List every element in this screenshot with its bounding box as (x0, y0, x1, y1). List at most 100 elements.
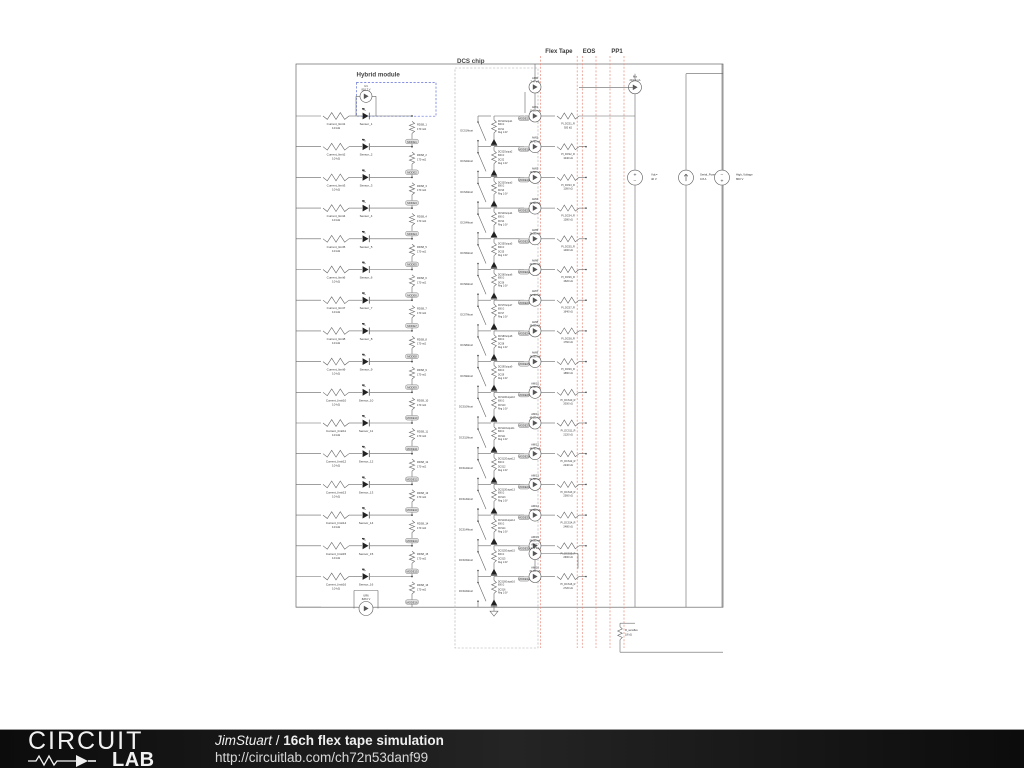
svg-text:170 mΩ: 170 mΩ (417, 495, 426, 499)
svg-text:10 kΩ: 10 kΩ (332, 187, 341, 191)
svg-text:PI_DCS16_R: PI_DCS16_R (560, 583, 575, 586)
svg-text:DCS6Output6: DCS6Output6 (498, 273, 513, 276)
svg-text:2240 kΩ: 2240 kΩ (563, 464, 573, 467)
svg-text:RDS8_16: RDS8_16 (417, 583, 429, 587)
svg-text:Reg 1.0V: Reg 1.0V (498, 163, 508, 165)
svg-text:DCS14Output14: DCS14Output14 (498, 519, 516, 522)
svg-text:DCS15Abort: DCS15Abort (459, 559, 473, 562)
svg-text:Reg 1.0V: Reg 1.0V (498, 409, 508, 411)
svg-text:DCS10Output10: DCS10Output10 (498, 396, 516, 399)
svg-text:RDS8_6: RDS8_6 (417, 276, 427, 280)
svg-text:+: + (721, 179, 724, 185)
svg-text:AMI15: AMI15 (531, 535, 539, 539)
svg-text:Sensor_8: Sensor_8 (360, 337, 373, 341)
svg-text:800 Ω: 800 Ω (498, 585, 504, 587)
svg-text:Reg 1.0V: Reg 1.0V (498, 316, 508, 318)
svg-text:35.60 mA: 35.60 mA (530, 325, 541, 328)
svg-text:800 Ω: 800 Ω (498, 462, 504, 464)
svg-text:Sensor_6: Sensor_6 (360, 276, 373, 280)
svg-text:170 mΩ: 170 mΩ (417, 342, 426, 346)
svg-text:R_sensflex: R_sensflex (625, 628, 639, 632)
svg-text:170 mΩ: 170 mΩ (417, 311, 426, 315)
svg-text:Reg 1.0V: Reg 1.0V (498, 347, 508, 349)
svg-text:DCS13Output13: DCS13Output13 (498, 488, 516, 491)
svg-text:DCS1: DCS1 (498, 129, 505, 131)
svg-text:RDS8_5: RDS8_5 (417, 245, 427, 249)
svg-text:Reg 1.0V: Reg 1.0V (498, 378, 508, 380)
svg-text:AMI5: AMI5 (532, 228, 539, 232)
svg-text:DCS11Abort: DCS11Abort (459, 436, 473, 439)
svg-text:MODE5: MODE5 (407, 263, 417, 267)
svg-text:MODE9: MODE9 (407, 385, 417, 389)
svg-text:19.60 mA: 19.60 mA (530, 171, 541, 174)
svg-text:AMI12: AMI12 (531, 443, 539, 447)
svg-text:MODE12: MODE12 (406, 478, 418, 482)
svg-text:170 mΩ: 170 mΩ (417, 372, 426, 376)
svg-text:MODE32: MODE32 (518, 577, 530, 581)
svg-text:800 Ω: 800 Ω (498, 186, 504, 188)
svg-text:PI_DCS6_R: PI_DCS6_R (561, 276, 575, 279)
svg-text:DCS8: DCS8 (498, 344, 505, 346)
svg-text:61.20 mA: 61.20 mA (530, 570, 541, 573)
svg-text:DCS1Abort: DCS1Abort (460, 129, 473, 132)
svg-text:Sensor_7: Sensor_7 (360, 306, 373, 310)
svg-text:DCS6Abort: DCS6Abort (460, 283, 473, 286)
svg-text:DCS9Output9: DCS9Output9 (498, 366, 513, 369)
svg-text:Flex Tape: Flex Tape (545, 49, 573, 55)
svg-text:DCS16Output16: DCS16Output16 (498, 580, 516, 583)
svg-text:DCS3Output3: DCS3Output3 (498, 181, 513, 184)
svg-text:MODE13: MODE13 (406, 508, 418, 512)
svg-text:MODE19: MODE19 (518, 178, 530, 182)
svg-text:26.00 mA: 26.00 mA (530, 233, 541, 236)
svg-text:MODE22: MODE22 (518, 270, 530, 274)
svg-text:U1: U1 (364, 84, 368, 88)
svg-text:Sensor_16: Sensor_16 (359, 583, 374, 587)
svg-text:Reg 1.0V: Reg 1.0V (498, 562, 508, 564)
svg-text:DCS11: DCS11 (498, 436, 506, 438)
svg-text:AMI3: AMI3 (532, 166, 539, 170)
svg-text:DCS15: DCS15 (498, 559, 506, 561)
svg-text:1400 kΩ: 1400 kΩ (563, 249, 573, 252)
svg-text:170 mΩ: 170 mΩ (417, 219, 426, 223)
svg-text:DCS12Abort: DCS12Abort (459, 467, 473, 470)
svg-text:Hybrid module: Hybrid module (357, 72, 401, 79)
svg-text:RDS8_7: RDS8_7 (417, 307, 427, 311)
svg-text:Sensor_3: Sensor_3 (360, 183, 373, 187)
svg-text:MODE23: MODE23 (518, 301, 530, 305)
svg-text:DCS11Output11: DCS11Output11 (498, 427, 515, 430)
svg-text:AMI7: AMI7 (532, 289, 539, 293)
svg-text:DCS2Abort: DCS2Abort (460, 160, 473, 163)
svg-text:Reg 1.0V: Reg 1.0V (498, 224, 508, 226)
svg-text:PI_DCS8_R: PI_DCS8_R (561, 337, 575, 340)
svg-text:RDS8_10: RDS8_10 (417, 399, 429, 403)
svg-text:DCS4: DCS4 (498, 221, 505, 223)
svg-text:2720 kΩ: 2720 kΩ (563, 587, 573, 590)
svg-text:800 Ω: 800 Ω (498, 523, 504, 525)
svg-text:Sensor_5: Sensor_5 (360, 245, 373, 249)
svg-text:800 Ω: 800 Ω (498, 431, 504, 433)
svg-text:PI_DCS1_R: PI_DCS1_R (561, 123, 575, 126)
svg-text:800 Ω: 800 Ω (498, 308, 504, 310)
svg-text:42.00 mA: 42.00 mA (530, 386, 541, 389)
svg-text:AMM: AMM (532, 76, 538, 80)
svg-text:MODE14: MODE14 (406, 539, 418, 543)
svg-text:Reg 1.0V: Reg 1.0V (498, 286, 508, 288)
svg-text:818.7 V: 818.7 V (362, 87, 371, 91)
svg-text:Sensor_13: Sensor_13 (359, 490, 374, 494)
svg-text:38.80 mA: 38.80 mA (530, 355, 541, 358)
svg-text:PI_DCS11_R: PI_DCS11_R (561, 430, 576, 433)
svg-text:Reg 1.0V: Reg 1.0V (498, 470, 508, 472)
svg-text:10 kΩ: 10 kΩ (332, 587, 341, 591)
svg-text:Reg 1.0V: Reg 1.0V (498, 501, 508, 503)
svg-text:29.20 mA: 29.20 mA (530, 263, 541, 266)
svg-text:MODE15: MODE15 (406, 570, 418, 574)
svg-text:10 kΩ: 10 kΩ (332, 494, 341, 498)
svg-text:DCS9Abort: DCS9Abort (460, 375, 473, 378)
svg-text:10 kΩ: 10 kΩ (332, 402, 341, 406)
svg-text:RDS8_1: RDS8_1 (417, 122, 427, 126)
svg-text:Reg 1.0V: Reg 1.0V (498, 194, 508, 196)
svg-text:PI_DCS10_R: PI_DCS10_R (560, 399, 575, 402)
svg-text:PI_DCS3_R: PI_DCS3_R (561, 184, 575, 187)
svg-text:32.40 mA: 32.40 mA (530, 294, 541, 297)
svg-text:45.20 mA: 45.20 mA (530, 417, 541, 420)
